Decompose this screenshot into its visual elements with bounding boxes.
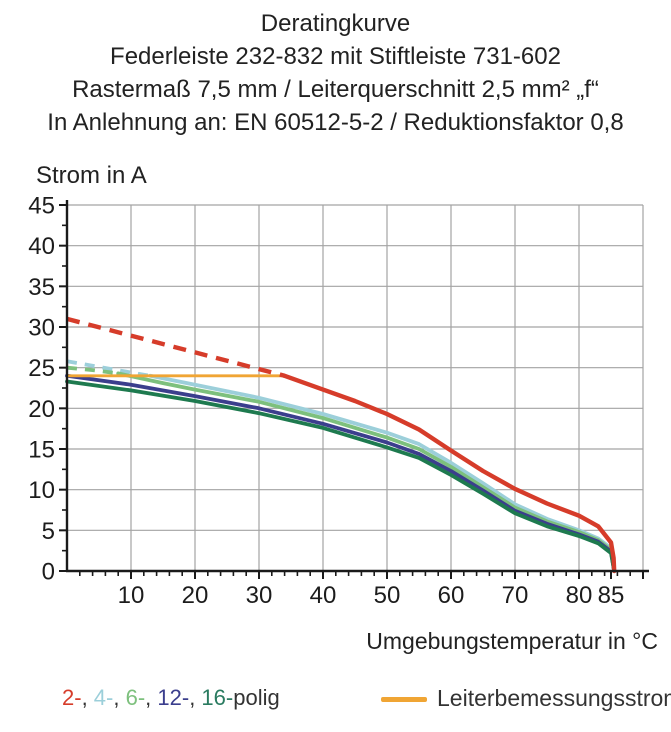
legend-item-4polig: 4- (93, 685, 114, 710)
legend-item-6polig: 6- (125, 685, 146, 710)
rated-current-legend-label: Leiterbemessungsstrom (437, 685, 671, 711)
legend-separator: , (189, 685, 202, 710)
legend-item-12polig: 12- (157, 685, 190, 710)
legend-suffix: polig (233, 685, 280, 710)
rated-current-legend: Leiterbemessungsstrom (381, 685, 671, 712)
x-tick-label: 85 (598, 582, 625, 609)
y-tick-label: 20 (28, 396, 55, 423)
legend-item-2polig: 2- (62, 685, 82, 710)
title-line-4: In Anlehnung an: EN 60512-5-2 / Reduktio… (47, 109, 624, 136)
x-tick-label: 70 (502, 582, 529, 609)
y-tick-label: 5 (42, 518, 55, 545)
series-layer (65, 316, 617, 574)
x-tick-label: 50 (374, 582, 401, 609)
x-tick-label: 10 (118, 582, 145, 609)
poles-legend: 2-, 4-, 6-, 12-, 16-polig (62, 685, 280, 711)
rated-current-line-swatch (381, 697, 427, 702)
title-line-2: Federleiste 232-832 mit Stiftleiste 731-… (110, 43, 561, 70)
curve-4-polig-dashed (66, 359, 151, 378)
x-tick-label: 30 (246, 582, 273, 609)
y-tick-label: 10 (28, 477, 55, 504)
legend-separator: , (113, 685, 126, 710)
ticks-layer (59, 204, 644, 579)
title-line-3: Rastermaß 7,5 mm / Leiterquerschnitt 2,5… (72, 76, 599, 103)
title-block: Deratingkurve Federleiste 232-832 mit St… (0, 7, 671, 139)
y-tick-label: 25 (28, 355, 55, 382)
title-line-1: Deratingkurve (260, 10, 411, 37)
x-tick-label: 60 (438, 582, 465, 609)
y-tick-label: 0 (42, 559, 55, 586)
curve-6-polig-dashed (66, 365, 119, 376)
y-tick-label: 45 (28, 193, 55, 220)
grid-layer (67, 204, 644, 571)
y-axis-label: Strom in A (36, 162, 147, 189)
curve-2-polig-dashed (66, 316, 286, 378)
x-axis-label: Umgebungstemperatur in °C (366, 628, 658, 654)
tick-label-layer: 0 5 10 15 20 25 30 35 40 45 10 20 30 40 50 60 70 80 85 (28, 193, 624, 609)
y-tick-label: 15 (28, 437, 55, 464)
x-tick-label: 40 (310, 582, 337, 609)
axes-layer (65, 200, 649, 573)
curve-6-polig (116, 371, 617, 573)
x-tick-label: 80 (566, 582, 593, 609)
y-tick-label: 35 (28, 274, 55, 301)
curve-16-polig (65, 379, 617, 573)
x-tick-label: 20 (182, 582, 209, 609)
y-tick-label: 30 (28, 315, 55, 342)
curve-2-polig (282, 373, 617, 574)
curve-12-polig (65, 373, 617, 573)
legend-separator: , (145, 685, 158, 710)
legend-separator: , (81, 685, 94, 710)
y-tick-label: 40 (28, 233, 55, 260)
legend-item-16polig: 16- (201, 685, 234, 710)
